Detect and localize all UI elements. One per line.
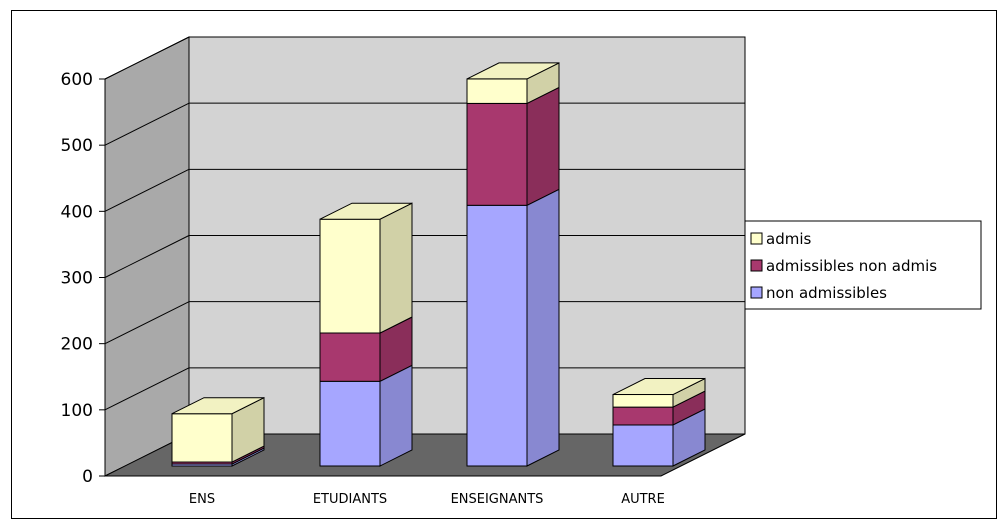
legend-label-admissibles-non-admis: admissibles non admis <box>766 257 937 275</box>
legend-label-admis: admis <box>766 230 811 248</box>
bar-side <box>380 365 412 466</box>
legend-label-non-admissibles: non admissibles <box>766 284 887 302</box>
bar-front <box>613 407 673 425</box>
y-tick-label: 0 <box>82 467 93 487</box>
bar-front <box>467 103 527 205</box>
bar-front <box>320 333 380 381</box>
bar-front <box>467 79 527 103</box>
bar-front <box>320 381 380 466</box>
y-tick-label: 200 <box>61 335 93 355</box>
bar-front <box>320 219 380 333</box>
x-axis: ENS ETUDIANTS ENSEIGNANTS AUTRE <box>189 492 665 507</box>
bar-side <box>527 189 559 466</box>
bar-front <box>613 395 673 408</box>
x-category-label: ENS <box>189 492 215 507</box>
bar-front <box>613 425 673 466</box>
legend-swatch-non-admissibles <box>751 287 762 298</box>
y-tick-label: 300 <box>61 269 93 289</box>
y-tick-label: 400 <box>61 202 93 222</box>
y-tick-label: 600 <box>61 70 93 90</box>
bar-side <box>380 203 412 333</box>
legend-swatch-admissibles-non-admis <box>751 260 762 271</box>
legend: admis admissibles non admis non admissib… <box>745 221 981 309</box>
legend-swatch-admis <box>751 233 762 244</box>
bar-front <box>172 414 232 462</box>
bar-front <box>467 205 527 466</box>
bar-side <box>527 87 559 205</box>
y-tick-label: 100 <box>61 401 93 421</box>
x-category-label: ENSEIGNANTS <box>451 492 544 507</box>
x-category-label: ETUDIANTS <box>313 492 387 507</box>
x-category-label: AUTRE <box>621 492 665 507</box>
y-axis: 0 100 200 300 400 500 600 <box>61 70 93 487</box>
y-tick-label: 500 <box>61 136 93 156</box>
